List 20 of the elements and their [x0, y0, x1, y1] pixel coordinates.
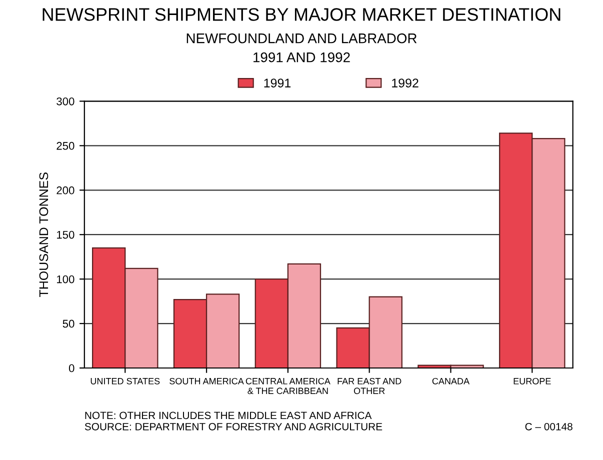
y-tick-label: 250 — [56, 142, 74, 150]
y-tick-label: 50 — [62, 320, 74, 328]
text: NOTE: OTHER INCLUDES THE MIDDLE EAST AND AFRICA SOURCE: DEPARTMENT OF FORESTRY AND AGRICULTURE — [84, 412, 382, 430]
chart-subtitle: NEWFOUNDLAND AND LABRADOR 1991 AND 1992 — [186, 33, 417, 62]
x-tick-label: CANADA — [432, 378, 470, 384]
x-tick-label: FAR EAST AND OTHER — [338, 378, 402, 394]
y-tick-label: 150 — [57, 230, 74, 239]
x-tick-label: CENTRAL AMERICA & THE CARIBBEAN — [246, 378, 330, 394]
chart-title: NEWSPRINT SHIPMENTS BY MAJOR MARKET DESTINATION — [42, 8, 560, 21]
x-tick-label: EUROPE — [514, 378, 551, 384]
text: C – 00148 — [525, 422, 572, 430]
x-tick-label: SOUTH AMERICA — [170, 378, 244, 384]
legend-label: 1991 — [264, 78, 291, 88]
y-tick-label: 100 — [57, 275, 74, 284]
y-tick-label: 200 — [56, 186, 74, 194]
y-axis-title: THOUSAND TONNES — [39, 172, 48, 297]
y-tick-label: 300 — [56, 97, 74, 106]
x-tick-label: UNITED STATES — [90, 378, 160, 384]
legend-label: 1992 — [392, 78, 418, 88]
y-tick-label: 0 — [68, 364, 74, 372]
